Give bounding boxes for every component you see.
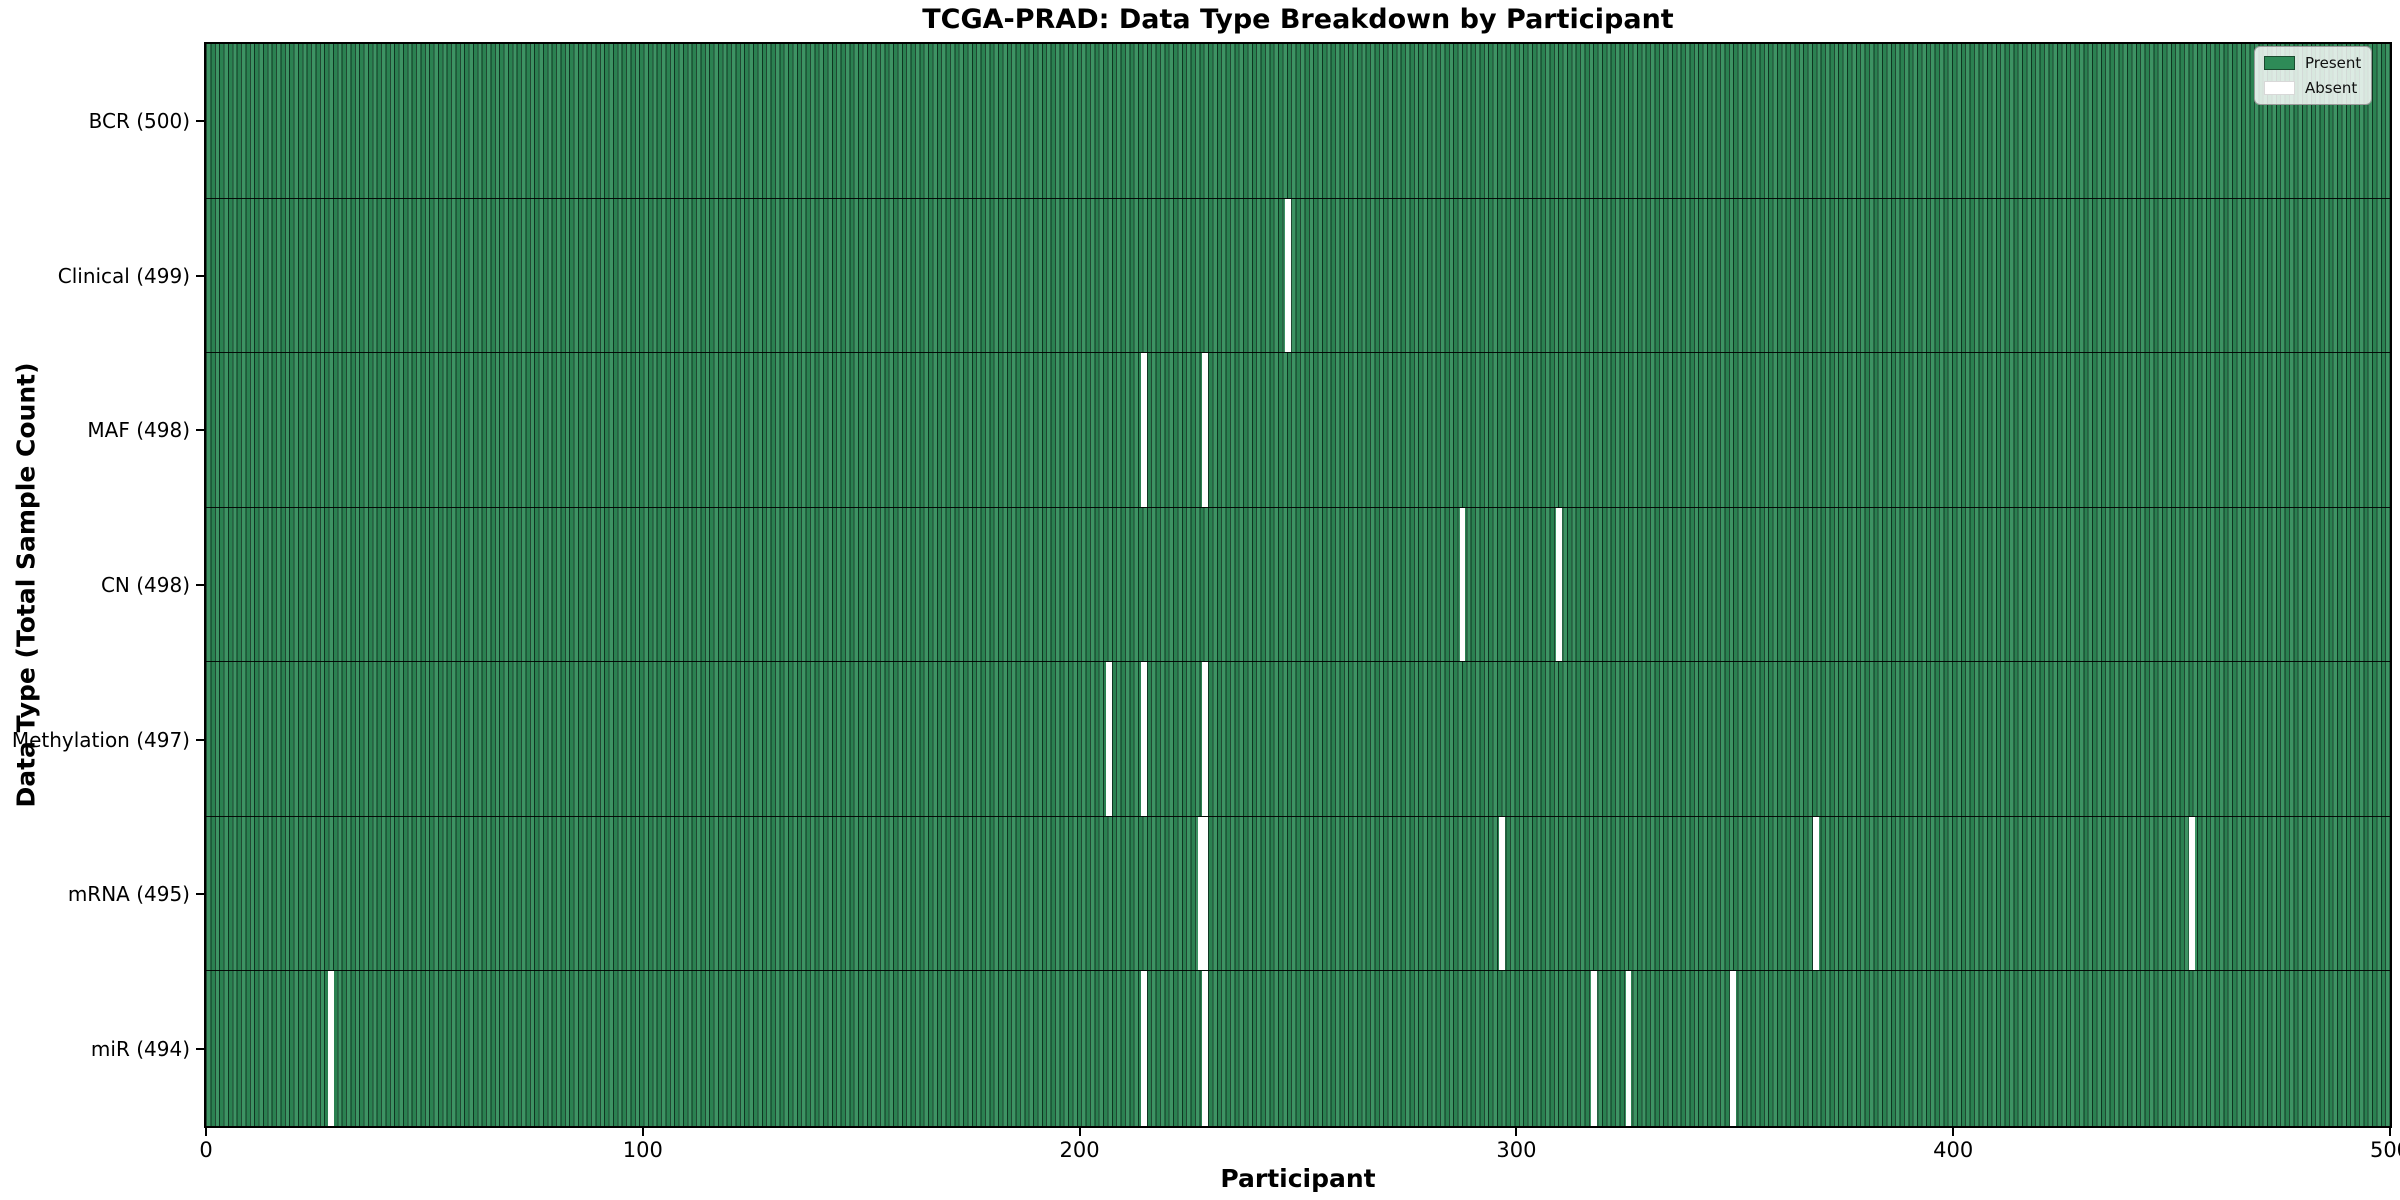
absent-marker bbox=[1498, 816, 1505, 971]
data-row-methylation bbox=[206, 662, 2390, 817]
xtick-mark bbox=[2389, 1128, 2391, 1136]
xtick-mark bbox=[205, 1128, 207, 1136]
ytick-label-mir: miR (494) bbox=[90, 1036, 190, 1061]
xtick-label: 300 bbox=[1496, 1138, 1537, 1162]
legend: Present Absent bbox=[2254, 46, 2373, 105]
absent-marker bbox=[1197, 816, 1204, 971]
absent-marker bbox=[1730, 971, 1737, 1126]
data-row-bcr bbox=[206, 44, 2390, 199]
ytick-mark bbox=[196, 120, 204, 123]
ytick-mark bbox=[196, 429, 204, 432]
ytick-label-bcr: BCR (500) bbox=[88, 109, 190, 134]
legend-entry-present: Present bbox=[2264, 54, 2361, 72]
absent-marker bbox=[1201, 662, 1208, 816]
ytick-label-clinical: Clinical (499) bbox=[57, 263, 190, 288]
ytick-mark bbox=[196, 274, 204, 277]
ytick-label-maf: MAF (498) bbox=[87, 418, 190, 443]
ytick-label-mrna: mRNA (495) bbox=[67, 882, 190, 907]
ytick-mark bbox=[196, 738, 204, 741]
absent-marker bbox=[1140, 971, 1147, 1126]
absent-marker bbox=[1813, 816, 1820, 971]
xtick-label: 200 bbox=[1059, 1138, 1100, 1162]
xtick-mark bbox=[1078, 1128, 1081, 1136]
ytick-label-methylation: Methylation (497) bbox=[11, 727, 190, 752]
legend-label: Present bbox=[2305, 54, 2362, 72]
plot-area bbox=[204, 42, 2392, 1128]
legend-swatch-present bbox=[2264, 56, 2295, 70]
absent-marker bbox=[1590, 971, 1597, 1126]
data-row-mir bbox=[206, 971, 2390, 1126]
absent-marker bbox=[1459, 507, 1466, 662]
data-row-clinical bbox=[206, 198, 2390, 354]
absent-marker bbox=[1555, 507, 1562, 662]
absent-marker bbox=[1201, 971, 1208, 1126]
xtick-mark bbox=[1515, 1128, 1518, 1136]
absent-marker bbox=[1140, 662, 1147, 816]
xtick-label: 100 bbox=[622, 1138, 663, 1162]
chart-title: TCGA-PRAD: Data Type Breakdown by Partic… bbox=[922, 4, 1674, 35]
absent-marker bbox=[328, 971, 335, 1126]
ytick-label-cn: CN (498) bbox=[100, 573, 190, 597]
xtick-mark bbox=[1952, 1128, 1955, 1136]
ytick-mark bbox=[196, 584, 204, 586]
legend-label: Absent bbox=[2305, 79, 2358, 97]
xtick-label: 500 bbox=[2369, 1138, 2400, 1162]
absent-marker bbox=[1284, 198, 1291, 353]
absent-marker bbox=[1201, 816, 1208, 971]
absent-marker bbox=[1201, 353, 1208, 507]
data-row-mrna bbox=[206, 816, 2390, 972]
absent-marker bbox=[1140, 353, 1147, 507]
legend-swatch-absent bbox=[2264, 81, 2295, 95]
data-row-maf bbox=[206, 353, 2390, 508]
absent-marker bbox=[1625, 971, 1632, 1126]
data-row-cn bbox=[206, 507, 2390, 663]
xtick-mark bbox=[641, 1128, 644, 1136]
xtick-label: 0 bbox=[199, 1138, 213, 1162]
x-axis-title: Participant bbox=[1220, 1164, 1376, 1193]
ytick-mark bbox=[196, 893, 204, 896]
legend-entry-absent: Absent bbox=[2264, 79, 2361, 97]
xtick-label: 400 bbox=[1933, 1138, 1974, 1162]
absent-marker bbox=[1105, 662, 1112, 816]
absent-marker bbox=[2189, 816, 2195, 971]
ytick-mark bbox=[196, 1047, 204, 1050]
